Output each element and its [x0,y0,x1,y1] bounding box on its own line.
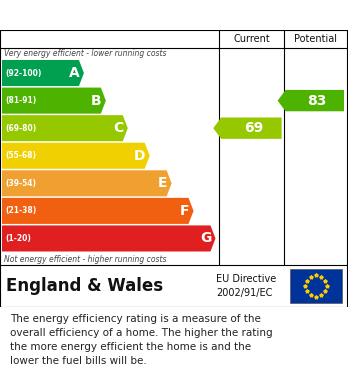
Polygon shape [2,170,172,196]
Text: Current: Current [233,34,270,44]
Polygon shape [213,117,282,139]
Text: A: A [69,66,80,80]
Text: B: B [91,93,102,108]
Text: Very energy efficient - lower running costs: Very energy efficient - lower running co… [4,50,166,59]
Text: (92-100): (92-100) [5,68,41,77]
Polygon shape [2,143,150,169]
Text: D: D [134,149,146,163]
Text: (55-68): (55-68) [5,151,36,160]
Text: (1-20): (1-20) [5,234,31,243]
Text: (21-38): (21-38) [5,206,36,215]
Polygon shape [2,198,193,224]
Text: Potential: Potential [294,34,337,44]
Polygon shape [2,88,106,114]
Polygon shape [2,115,128,141]
Text: G: G [200,231,212,246]
Text: C: C [113,121,124,135]
Text: E: E [158,176,168,190]
Polygon shape [2,226,215,251]
Text: 69: 69 [244,121,263,135]
Text: Not energy efficient - higher running costs: Not energy efficient - higher running co… [4,255,166,264]
Polygon shape [278,90,344,111]
Text: EU Directive
2002/91/EC: EU Directive 2002/91/EC [216,274,276,298]
Text: England & Wales: England & Wales [6,277,163,295]
Text: Energy Efficiency Rating: Energy Efficiency Rating [5,7,215,23]
Text: The energy efficiency rating is a measure of the
overall efficiency of a home. T: The energy efficiency rating is a measur… [10,314,273,366]
Text: (81-91): (81-91) [5,96,36,105]
FancyBboxPatch shape [290,269,342,303]
Text: (39-54): (39-54) [5,179,36,188]
Text: (69-80): (69-80) [5,124,36,133]
Text: F: F [180,204,190,218]
Polygon shape [2,60,84,86]
Text: 83: 83 [307,93,326,108]
